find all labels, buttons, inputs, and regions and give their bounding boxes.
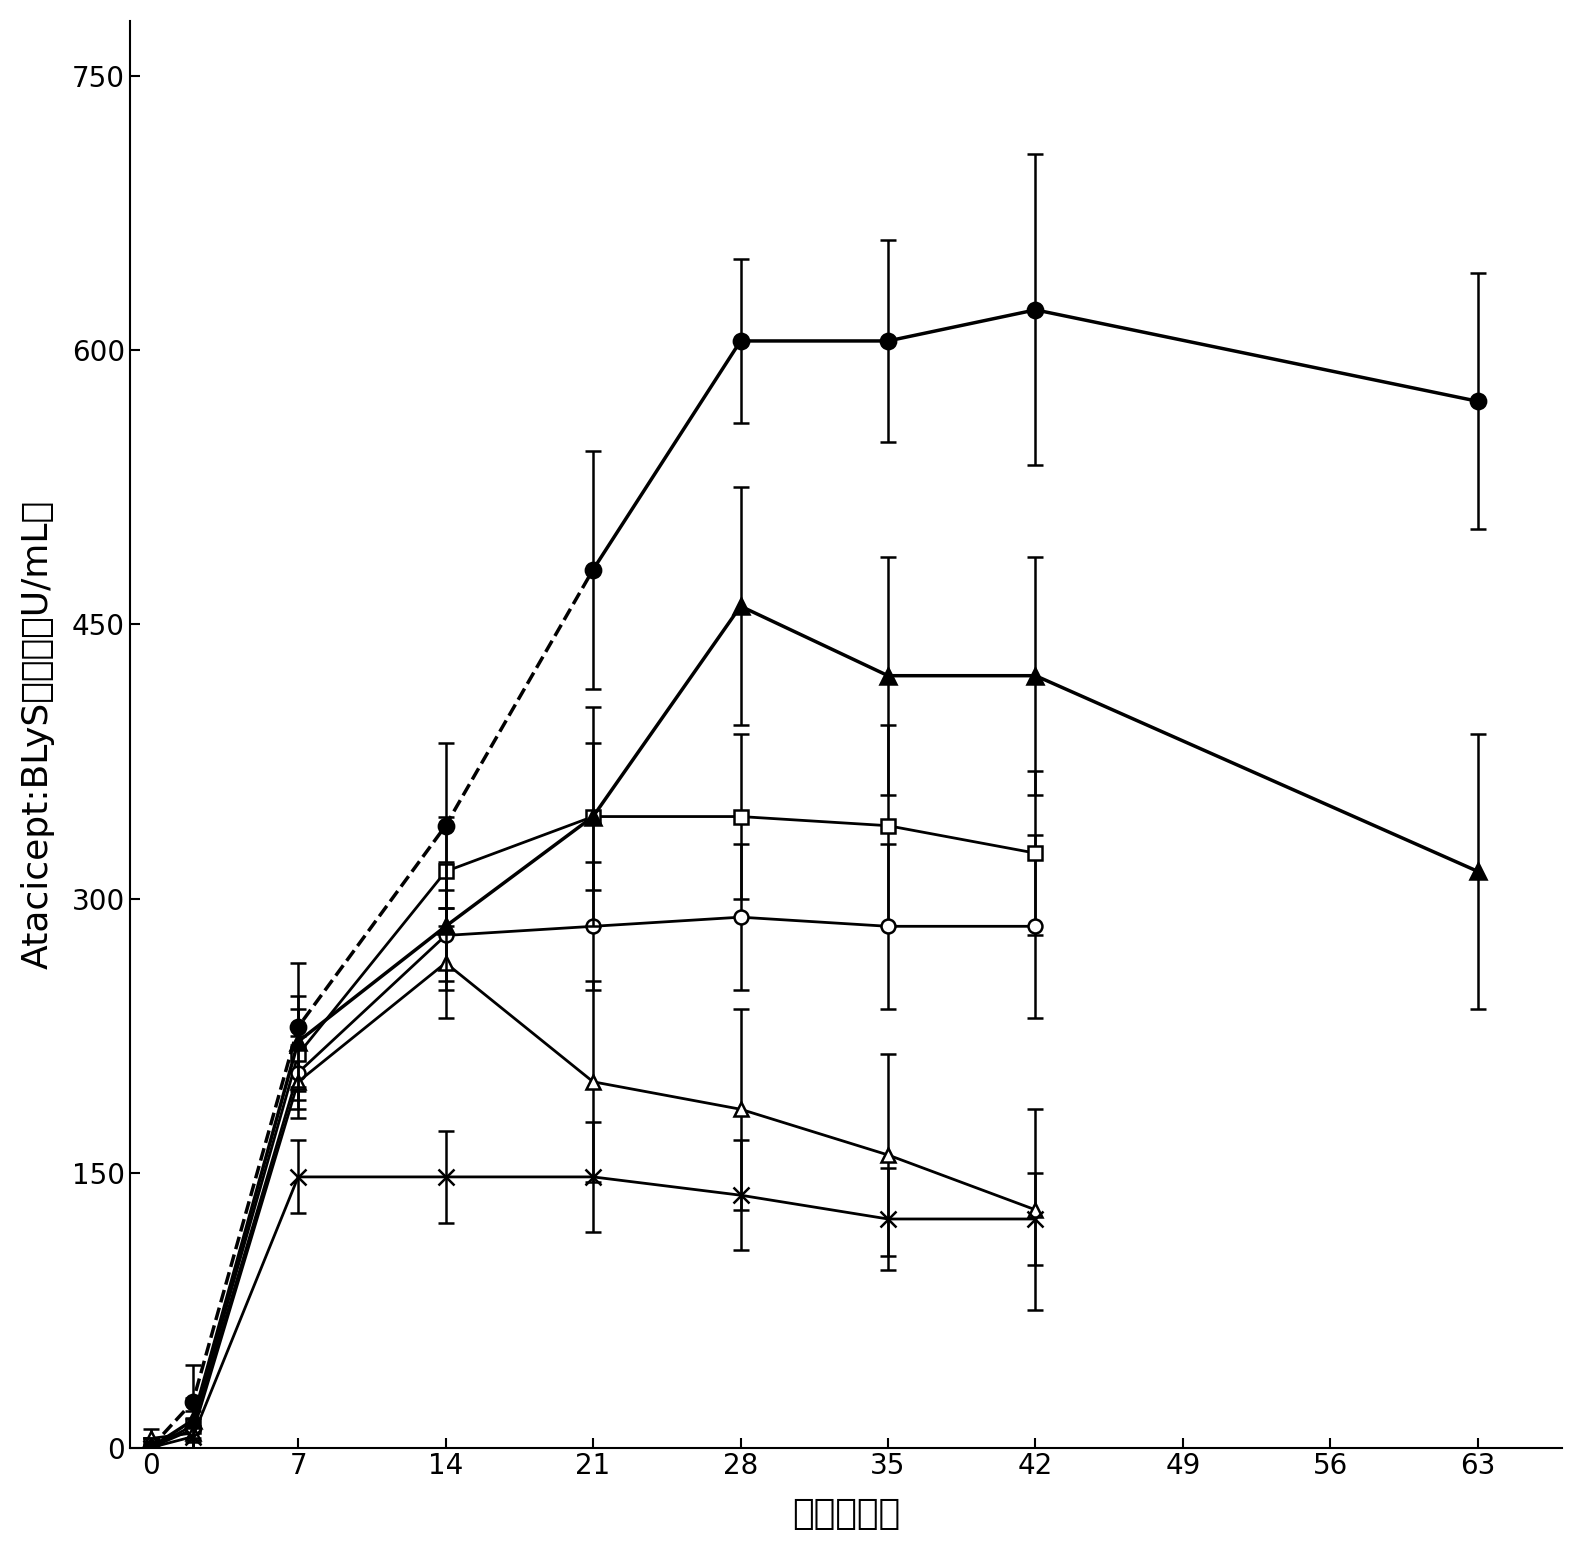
X-axis label: 时间［天］: 时间［天］ — [792, 1498, 901, 1532]
Y-axis label: Atacicept:BLyS复合物［U/mL］: Atacicept:BLyS复合物［U/mL］ — [21, 500, 55, 968]
